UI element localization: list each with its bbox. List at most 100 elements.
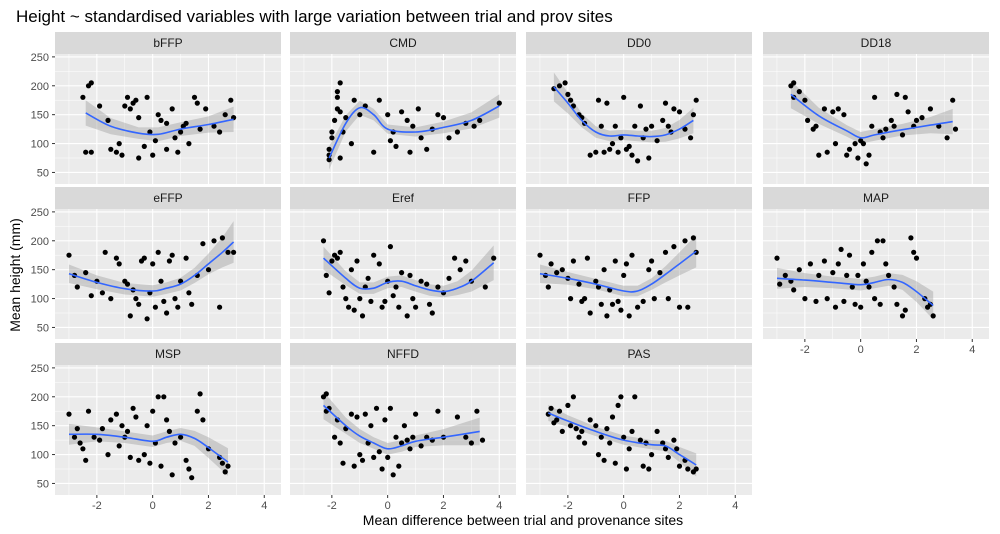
data-point xyxy=(113,411,119,417)
data-point xyxy=(471,123,477,129)
data-point xyxy=(334,255,340,261)
data-point xyxy=(688,135,694,141)
data-point xyxy=(329,129,335,135)
data-point xyxy=(821,106,828,112)
data-point xyxy=(161,298,167,304)
data-point xyxy=(777,281,783,287)
data-point xyxy=(545,284,551,290)
data-point xyxy=(194,408,200,414)
data-point xyxy=(164,120,170,126)
y-tick-label: 100 xyxy=(31,294,49,306)
data-point xyxy=(883,261,889,267)
data-point xyxy=(646,466,652,472)
x-tick-label: 4 xyxy=(496,500,502,512)
data-point xyxy=(646,267,652,273)
facet-panel xyxy=(526,209,752,339)
data-point xyxy=(97,103,103,109)
data-point xyxy=(119,152,125,158)
data-point xyxy=(211,238,217,244)
data-point xyxy=(80,446,86,452)
data-point xyxy=(570,394,577,400)
data-point xyxy=(222,469,228,475)
data-point xyxy=(186,290,192,296)
data-point xyxy=(141,452,147,458)
data-point xyxy=(413,304,419,310)
data-point xyxy=(936,123,942,129)
data-point xyxy=(410,123,416,129)
data-point xyxy=(362,411,368,417)
data-point xyxy=(807,261,814,267)
data-point xyxy=(457,267,463,273)
data-point xyxy=(846,146,853,152)
data-point xyxy=(343,115,349,121)
facet-ffp: FFP xyxy=(526,187,752,339)
facet-panel xyxy=(526,365,752,495)
data-point xyxy=(211,123,217,129)
facet-panel xyxy=(763,209,989,339)
chart-title: Height ~ standardised variables with lar… xyxy=(16,7,613,26)
data-point xyxy=(334,89,340,95)
facet-dd0: DD0 xyxy=(526,32,752,184)
data-point xyxy=(191,94,198,100)
data-point xyxy=(872,296,878,302)
data-point xyxy=(166,258,172,264)
data-point xyxy=(362,103,368,109)
data-point xyxy=(835,106,841,112)
data-point xyxy=(888,117,894,123)
data-point xyxy=(387,244,393,250)
data-point xyxy=(178,278,184,284)
data-point xyxy=(435,112,441,118)
data-point xyxy=(598,301,604,307)
data-point xyxy=(657,270,663,276)
data-point xyxy=(579,428,585,434)
data-point xyxy=(354,258,360,264)
data-point xyxy=(866,284,872,290)
x-tick-label: 4 xyxy=(732,500,738,512)
data-point xyxy=(326,290,332,296)
data-point xyxy=(164,146,170,152)
data-point xyxy=(119,423,125,429)
data-point xyxy=(601,149,607,155)
data-point xyxy=(632,394,638,400)
data-point xyxy=(791,287,797,293)
facet-strip xyxy=(763,187,989,209)
data-point xyxy=(886,272,892,278)
facet-strip-label: NFFD xyxy=(387,347,419,361)
data-point xyxy=(348,411,354,417)
data-point xyxy=(665,296,671,302)
data-point xyxy=(337,249,343,255)
data-point xyxy=(124,428,131,434)
data-point xyxy=(390,472,396,478)
data-point xyxy=(365,275,371,281)
x-tick-label: 4 xyxy=(261,500,267,512)
data-point xyxy=(649,452,655,458)
data-point xyxy=(219,460,225,466)
data-point xyxy=(91,434,97,440)
data-point xyxy=(615,402,621,408)
data-point xyxy=(454,414,460,420)
data-point xyxy=(357,452,363,458)
facet-strip-label: bFFP xyxy=(153,36,182,50)
data-point xyxy=(225,249,231,255)
facet-nffd: NFFD -2 0 2 4 xyxy=(290,343,516,512)
data-point xyxy=(194,100,200,106)
data-point xyxy=(113,149,119,155)
data-point xyxy=(612,460,618,466)
data-point xyxy=(568,97,574,103)
data-point xyxy=(113,255,119,261)
data-point xyxy=(396,463,402,469)
data-point xyxy=(559,428,565,434)
data-point xyxy=(169,252,175,258)
data-point xyxy=(913,117,920,123)
data-point xyxy=(351,307,357,313)
data-point xyxy=(841,298,847,304)
smooth-line xyxy=(322,257,495,293)
data-point xyxy=(88,149,94,155)
data-point xyxy=(399,109,405,115)
data-point xyxy=(71,434,78,440)
data-point xyxy=(565,402,571,408)
data-point xyxy=(629,252,635,258)
data-point xyxy=(183,457,189,463)
data-point xyxy=(676,109,683,115)
data-point xyxy=(615,298,621,304)
